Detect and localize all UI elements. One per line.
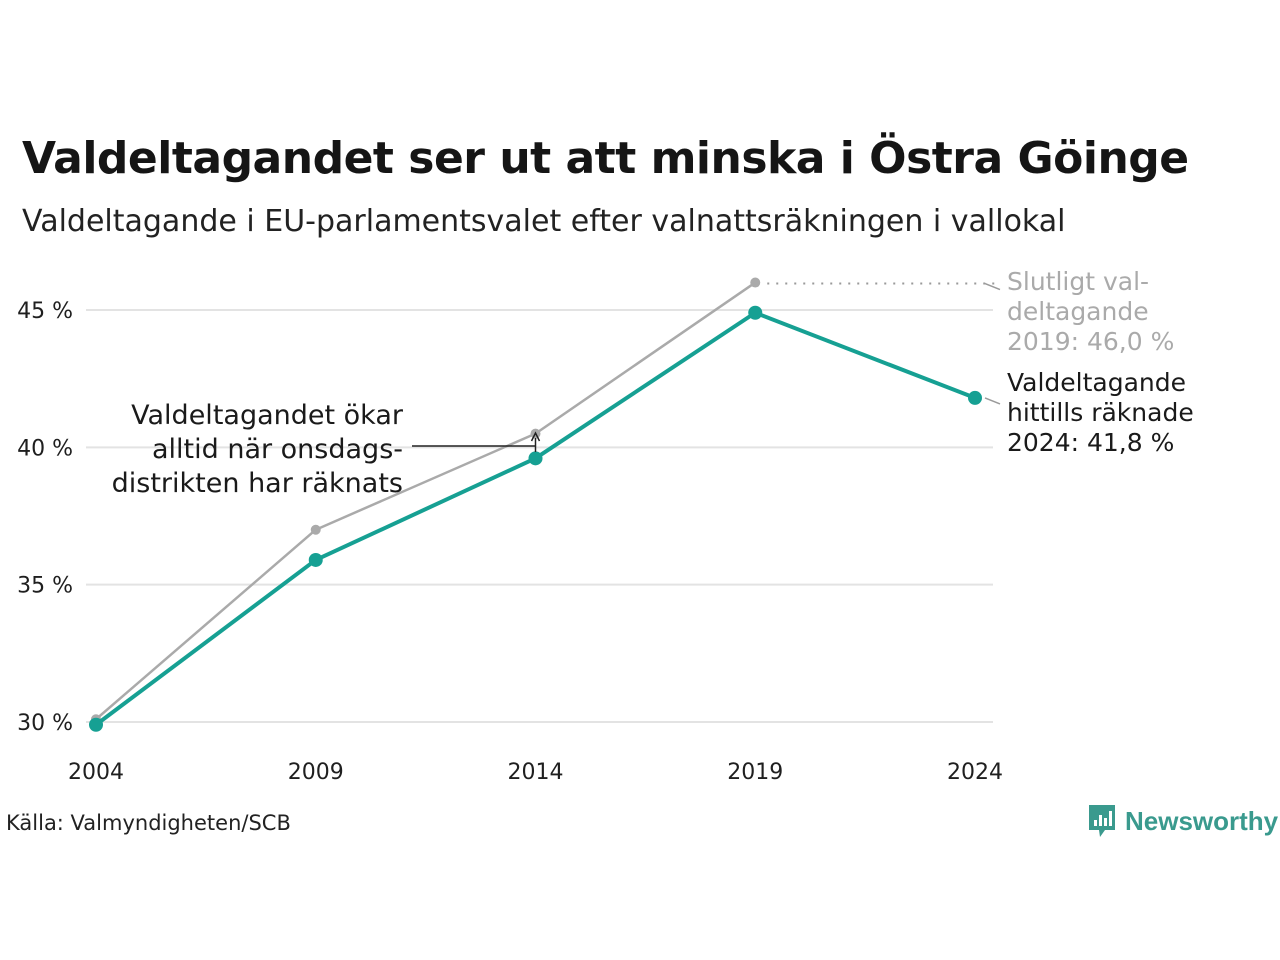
y-tick-label: 35 % <box>17 574 73 599</box>
annotation-final-2019: Slutligt val- <box>1007 267 1149 296</box>
annotation-counted-2024: hittills räknade <box>1007 398 1194 427</box>
brand-name: Newsworthy <box>1125 805 1279 836</box>
x-tick-label: 2019 <box>727 760 783 785</box>
data-point-counted <box>89 717 103 732</box>
data-point-counted <box>748 305 763 320</box>
data-point-counted <box>308 552 323 567</box>
chart-subtitle: Valdeltagande i EU-parlamentsvalet efter… <box>22 204 1066 239</box>
data-point-final <box>750 277 761 288</box>
data-point-counted <box>528 451 543 466</box>
y-tick-label: 45 % <box>17 299 73 324</box>
brand-logo: Newsworthy <box>1087 803 1278 839</box>
annotation-onsdags: Valdeltagandet ökar <box>131 400 404 431</box>
annotation-onsdags: alltid när onsdags- <box>152 434 403 465</box>
annotation-leader <box>984 282 1001 291</box>
newsworthy-logo-icon <box>1089 805 1115 837</box>
x-tick-label: 2014 <box>508 760 564 785</box>
chart-title: Valdeltagandet ser ut att minska i Östra… <box>22 133 1189 184</box>
series-line-counted <box>94 310 976 727</box>
annotation-final-2019: deltagande <box>1007 297 1149 326</box>
line-chart: 30 % 35 % 40 % 45 % 2004 2009 2014 2019 2024 Slut… <box>17 267 1194 785</box>
x-tick-label: 2024 <box>947 760 1003 785</box>
annotation-final-2019: 2019: 46,0 % <box>1007 327 1174 356</box>
x-tick-label: 2009 <box>288 760 344 785</box>
y-tick-label: 40 % <box>17 436 73 461</box>
annotation-arrow-head <box>530 431 541 442</box>
annotation-counted-2024: Valdeltagande <box>1007 368 1186 397</box>
annotation-onsdags: distrikten har räknats <box>112 468 403 499</box>
annotation-counted-2024: 2024: 41,8 % <box>1007 428 1174 457</box>
series-line-final <box>95 281 756 721</box>
annotation-leader <box>984 397 1001 405</box>
data-point-final <box>310 524 321 535</box>
y-tick-label: 30 % <box>17 711 73 736</box>
data-point-counted <box>968 390 982 405</box>
source-note: Källa: Valmyndigheten/SCB <box>6 811 291 835</box>
x-tick-label: 2004 <box>68 760 124 785</box>
